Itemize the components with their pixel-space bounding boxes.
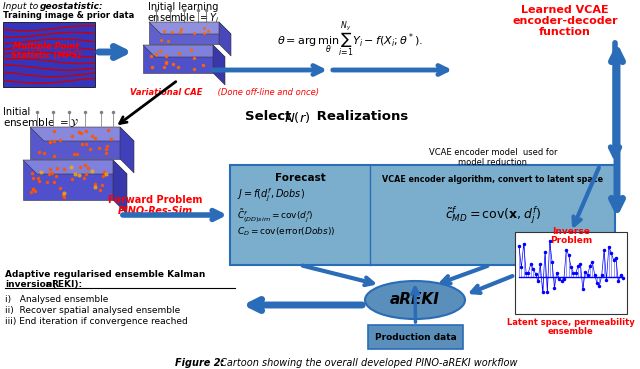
Text: iii) End iteration if convergence reached: iii) End iteration if convergence reache… xyxy=(5,317,188,326)
Bar xyxy=(515,232,627,314)
Text: Select: Select xyxy=(245,110,296,123)
Polygon shape xyxy=(113,160,127,214)
Text: Multiple Point: Multiple Point xyxy=(13,42,79,51)
Text: $C_D=\mathrm{cov}(\mathrm{error}(Dobs))$: $C_D=\mathrm{cov}(\mathrm{error}(Dobs))$ xyxy=(237,225,335,238)
Text: Production data: Production data xyxy=(374,332,456,341)
Polygon shape xyxy=(23,160,113,200)
Text: Input to: Input to xyxy=(3,2,41,11)
Text: $\tilde{c}^f_{MD} = \mathrm{cov}(\mathbf{x}, d^f_j)$: $\tilde{c}^f_{MD} = \mathrm{cov}(\mathbf… xyxy=(445,205,541,227)
Text: VCAE encoder algorithm, convert to latent space: VCAE encoder algorithm, convert to laten… xyxy=(383,175,604,184)
Text: Statistic (MPS): Statistic (MPS) xyxy=(11,51,81,60)
Text: Latent space, permeability: Latent space, permeability xyxy=(507,318,635,327)
Text: Realizations: Realizations xyxy=(312,110,408,123)
Text: Cartoon showing the overall developed PINO-aREKI workflow: Cartoon showing the overall developed PI… xyxy=(217,358,518,368)
Polygon shape xyxy=(213,45,225,85)
Text: Variational CAE: Variational CAE xyxy=(130,88,202,97)
Polygon shape xyxy=(23,160,127,174)
Polygon shape xyxy=(143,45,225,57)
Text: function: function xyxy=(539,27,591,37)
Text: ensemble $= \mathcal{Y}$: ensemble $= \mathcal{Y}$ xyxy=(3,116,79,129)
Text: Learned VCAE: Learned VCAE xyxy=(521,5,609,15)
Polygon shape xyxy=(30,127,134,141)
Text: inversion(: inversion( xyxy=(5,280,56,289)
Text: $\theta = \arg\min_{\theta}\sum_{i=1}^{N_y}Y_i - f(X_i;\theta^*).$: $\theta = \arg\min_{\theta}\sum_{i=1}^{N… xyxy=(277,20,423,59)
Text: aREKI: aREKI xyxy=(390,293,440,307)
Text: ii)  Recover spatial analysed ensemble: ii) Recover spatial analysed ensemble xyxy=(5,306,180,315)
Text: Adaptive regularised ensemble Kalman: Adaptive regularised ensemble Kalman xyxy=(5,270,205,279)
Text: (Done off-line and once): (Done off-line and once) xyxy=(215,88,319,97)
Text: model reduction: model reduction xyxy=(458,158,527,167)
Text: encoder-decoder: encoder-decoder xyxy=(512,16,618,26)
Ellipse shape xyxy=(365,281,465,319)
Text: VCAE encoder model  used for: VCAE encoder model used for xyxy=(429,148,557,157)
Text: REKI):: REKI): xyxy=(51,280,82,289)
Text: Training image & prior data: Training image & prior data xyxy=(3,11,134,20)
Bar xyxy=(368,325,463,349)
Text: $J = f(d^f_j, Dobs)$: $J = f(d^f_j, Dobs)$ xyxy=(237,187,305,204)
Text: ensemble: ensemble xyxy=(548,327,594,336)
Polygon shape xyxy=(219,22,231,56)
Text: Forward Problem: Forward Problem xyxy=(108,195,202,205)
Text: geostatistic:: geostatistic: xyxy=(40,2,104,11)
Text: $\tilde{C}^f_{(DD)sim}=\mathrm{cov}(d^f_j)$: $\tilde{C}^f_{(DD)sim}=\mathrm{cov}(d^f_… xyxy=(237,207,314,224)
Text: a: a xyxy=(46,280,52,289)
Polygon shape xyxy=(149,22,219,44)
Text: Problem: Problem xyxy=(550,236,592,245)
Polygon shape xyxy=(120,127,134,173)
Polygon shape xyxy=(30,127,120,159)
Bar xyxy=(3,22,95,87)
Text: Inverse: Inverse xyxy=(552,227,590,236)
Text: Initial learning: Initial learning xyxy=(148,2,218,12)
Text: ensemble $= Y_i$: ensemble $= Y_i$ xyxy=(147,11,220,25)
Polygon shape xyxy=(149,22,231,34)
Text: i)   Analysed ensemble: i) Analysed ensemble xyxy=(5,295,108,304)
Text: Figure 2:: Figure 2: xyxy=(175,358,225,368)
Polygon shape xyxy=(143,45,213,73)
Bar xyxy=(230,165,615,265)
Text: $N(r)$: $N(r)$ xyxy=(284,110,310,125)
Text: PINO-Res-Sim: PINO-Res-Sim xyxy=(117,206,193,216)
Text: Initial: Initial xyxy=(3,107,30,117)
Text: Forecast: Forecast xyxy=(275,173,325,183)
